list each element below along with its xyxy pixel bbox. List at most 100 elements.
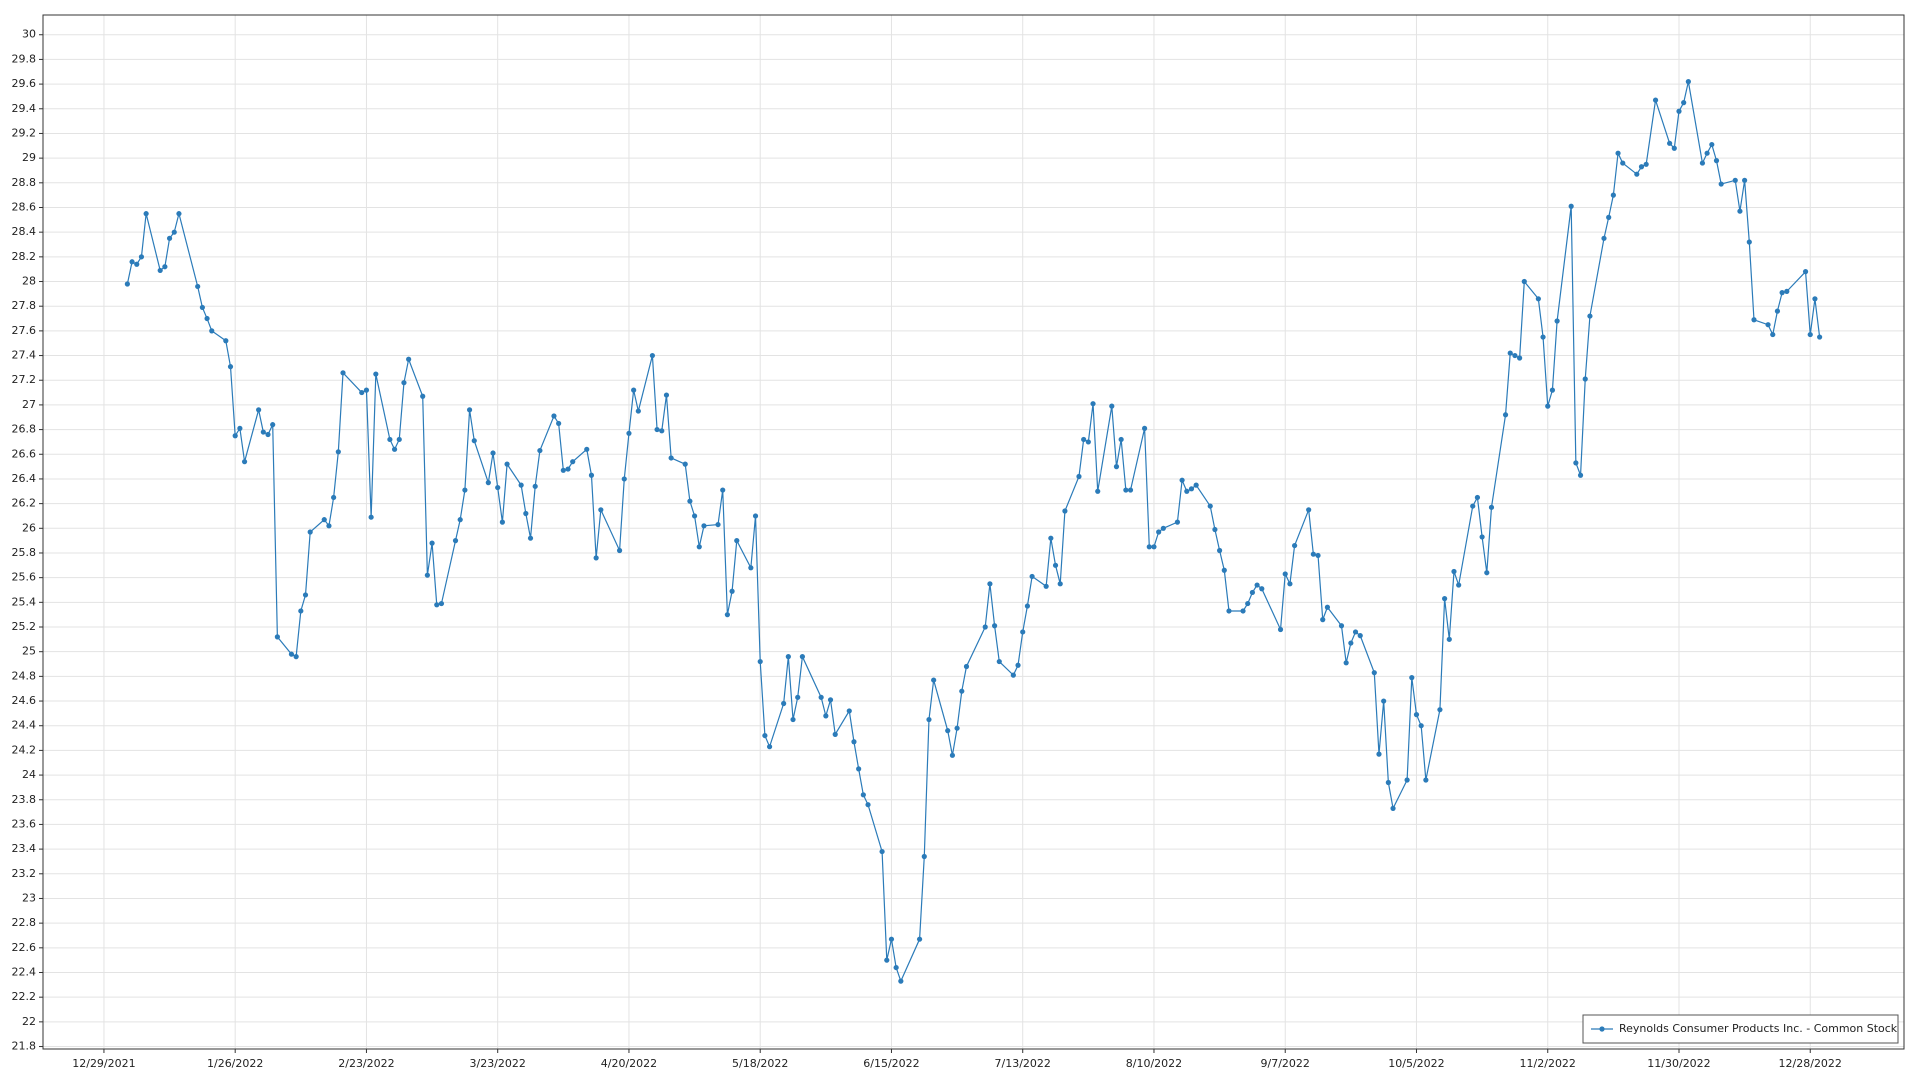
data-point bbox=[720, 487, 726, 493]
data-point bbox=[593, 555, 599, 561]
legend-box bbox=[1582, 1014, 1899, 1044]
data-point bbox=[659, 428, 665, 434]
data-point bbox=[1817, 334, 1823, 340]
data-point bbox=[1456, 582, 1462, 588]
data-point bbox=[1681, 100, 1687, 106]
y-tick-label: 29.6 bbox=[12, 77, 37, 90]
data-point bbox=[1451, 568, 1457, 575]
data-point bbox=[204, 315, 210, 322]
data-point bbox=[1606, 214, 1612, 220]
legend-marker bbox=[1599, 1026, 1605, 1032]
y-tick-label: 29.2 bbox=[12, 126, 37, 139]
data-point bbox=[1240, 608, 1246, 614]
y-tick-label: 27.4 bbox=[12, 349, 37, 362]
data-point bbox=[1685, 79, 1691, 85]
y-tick-label: 28.2 bbox=[12, 250, 37, 263]
data-point bbox=[199, 304, 205, 311]
y-tick-label: 27.2 bbox=[12, 373, 37, 386]
data-point bbox=[406, 356, 412, 362]
data-point bbox=[724, 612, 730, 618]
data-point bbox=[649, 352, 655, 359]
y-tick-label: 25.8 bbox=[12, 546, 37, 559]
data-point bbox=[945, 728, 951, 734]
data-point bbox=[134, 261, 140, 267]
y-tick-label: 22 bbox=[22, 1015, 36, 1028]
data-point bbox=[781, 700, 787, 707]
data-point bbox=[790, 716, 796, 723]
data-point bbox=[785, 654, 791, 660]
data-point bbox=[1287, 581, 1293, 587]
data-point bbox=[270, 422, 276, 428]
y-tick-label: 23.8 bbox=[12, 793, 37, 806]
data-point bbox=[1381, 698, 1387, 704]
data-point bbox=[1385, 779, 1391, 786]
data-point bbox=[734, 538, 740, 544]
data-point bbox=[621, 476, 627, 482]
data-point bbox=[485, 480, 491, 486]
data-point bbox=[331, 494, 337, 501]
x-tick-label: 8/10/2022 bbox=[1126, 1057, 1182, 1070]
data-point bbox=[1020, 629, 1026, 635]
data-point bbox=[1751, 317, 1757, 323]
data-point bbox=[396, 436, 402, 443]
y-tick-label: 28.8 bbox=[12, 176, 37, 189]
data-point bbox=[893, 964, 899, 971]
data-point bbox=[537, 447, 543, 454]
data-point bbox=[1545, 403, 1551, 409]
data-point bbox=[223, 338, 229, 344]
data-point bbox=[321, 517, 327, 523]
data-point bbox=[987, 581, 993, 587]
y-tick-label: 26.8 bbox=[12, 423, 37, 436]
data-point bbox=[1127, 487, 1134, 493]
data-point bbox=[438, 600, 445, 607]
y-tick-label: 23.6 bbox=[12, 817, 37, 830]
data-point bbox=[1085, 439, 1091, 445]
data-point bbox=[1043, 583, 1049, 589]
data-point bbox=[701, 523, 707, 529]
data-point bbox=[1338, 623, 1345, 629]
data-point bbox=[1535, 296, 1541, 302]
data-point bbox=[1062, 508, 1068, 514]
data-point bbox=[1259, 586, 1265, 592]
data-point bbox=[1343, 660, 1349, 666]
data-point bbox=[138, 254, 145, 260]
data-point bbox=[1634, 171, 1640, 177]
data-point bbox=[1779, 290, 1785, 296]
data-point bbox=[757, 658, 763, 665]
data-point bbox=[1620, 160, 1626, 166]
data-point bbox=[143, 211, 149, 217]
data-point bbox=[495, 484, 501, 491]
data-point bbox=[373, 371, 379, 377]
y-tick-label: 22.4 bbox=[12, 965, 37, 978]
data-point bbox=[560, 467, 566, 473]
y-tick-label: 26.2 bbox=[12, 497, 37, 510]
data-point bbox=[1015, 662, 1021, 668]
data-point bbox=[1226, 608, 1232, 614]
data-point bbox=[1029, 573, 1035, 580]
data-point bbox=[1376, 751, 1382, 757]
data-point bbox=[1217, 547, 1223, 554]
data-point bbox=[293, 654, 299, 660]
data-point bbox=[682, 461, 688, 467]
data-point bbox=[1577, 472, 1584, 478]
data-point bbox=[424, 572, 430, 578]
data-point bbox=[166, 235, 173, 241]
data-point bbox=[888, 936, 895, 942]
data-point bbox=[1048, 535, 1054, 541]
data-point bbox=[1174, 519, 1181, 525]
data-point bbox=[1643, 161, 1649, 167]
data-point bbox=[420, 393, 426, 399]
data-point bbox=[1207, 503, 1213, 509]
data-point bbox=[1254, 582, 1260, 588]
data-point bbox=[1601, 235, 1607, 241]
data-point bbox=[462, 487, 468, 493]
x-tick-label: 5/18/2022 bbox=[732, 1057, 788, 1070]
data-point bbox=[195, 283, 201, 290]
data-point bbox=[1470, 503, 1476, 509]
y-tick-label: 25 bbox=[22, 645, 36, 658]
data-point bbox=[1306, 507, 1312, 513]
data-point bbox=[1413, 712, 1420, 718]
data-point bbox=[1718, 181, 1724, 187]
data-point bbox=[795, 694, 801, 700]
data-point bbox=[898, 978, 904, 984]
